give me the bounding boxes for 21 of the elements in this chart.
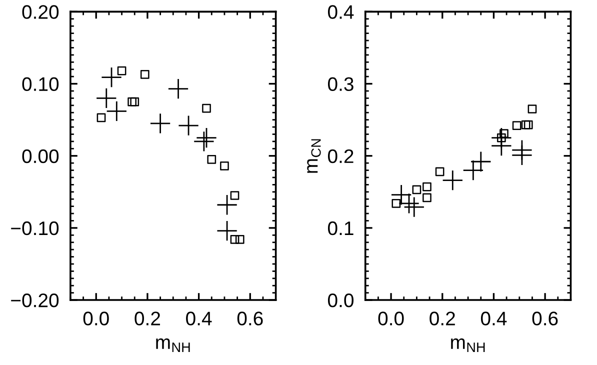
y-tick-label: 0.1 bbox=[328, 221, 354, 236]
x-tick-label: 0.6 bbox=[237, 312, 263, 326]
y-tick-label: 0.10 bbox=[22, 77, 59, 92]
y-tick-label: 0.0 bbox=[328, 294, 354, 308]
x-tick-label: 0.2 bbox=[430, 312, 455, 326]
y-tick-label: 0.3 bbox=[328, 77, 354, 92]
x-axis-title: m$_{NH}$ bbox=[451, 338, 485, 352]
x-tick-label: 0.4 bbox=[186, 312, 212, 326]
x-tick-label: 0.4 bbox=[480, 312, 507, 326]
x-axis-title: m$_{NH}$ bbox=[156, 338, 190, 352]
y-tick-label: 0.4 bbox=[328, 5, 354, 19]
y-tick-label: 0.20 bbox=[22, 5, 59, 19]
x-tick-label: 0.0 bbox=[378, 312, 404, 326]
y-axis-title: m$_{CN}$ bbox=[307, 139, 321, 173]
y-tick-label: −0.10 bbox=[11, 221, 59, 236]
x-tick-label: 0.0 bbox=[83, 312, 109, 326]
y-tick-label: 0.00 bbox=[22, 149, 59, 164]
y-tick-label: 0.2 bbox=[328, 149, 354, 164]
x-tick-label: 0.6 bbox=[532, 312, 558, 326]
y-tick-label: −0.20 bbox=[11, 294, 59, 308]
x-tick-label: 0.2 bbox=[134, 312, 160, 326]
